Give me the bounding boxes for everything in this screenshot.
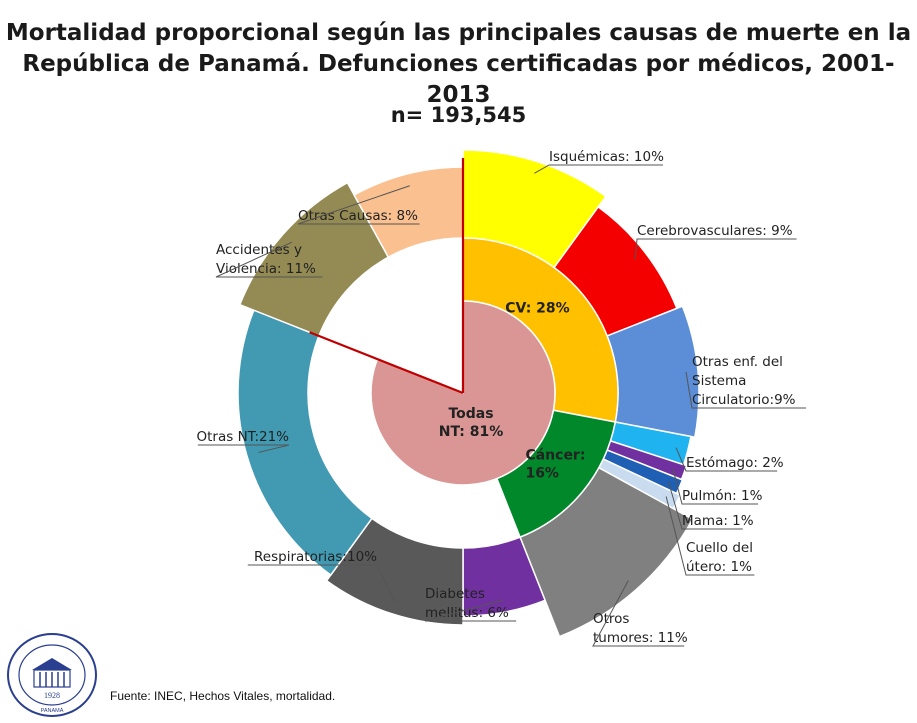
chart-title: Mortalidad proporcional según las princi… bbox=[0, 18, 917, 111]
leader-line-mama-1 bbox=[668, 481, 743, 530]
chart-title-line1: Mortalidad proporcional según las princi… bbox=[5, 20, 912, 46]
leader-line-otras-causas-8 bbox=[297, 185, 420, 225]
leader-line-pulmon-1 bbox=[672, 468, 758, 505]
outer-slice-respiratorias-10 bbox=[325, 517, 464, 626]
outer-label-otras-nt-21: Otras NT:21% bbox=[197, 429, 290, 445]
leader-line-otras-nt-21 bbox=[197, 444, 290, 453]
outer-label-pulmon-1: Pulmón: 1% bbox=[682, 488, 763, 504]
outer-label-mama-1: Mama: 1% bbox=[682, 513, 754, 529]
outer-label-otras-causas-8: Otras Causas: 8% bbox=[298, 208, 418, 224]
chart-subtitle: n= 193,545 bbox=[390, 103, 527, 127]
chart-title-line2: República de Panamá. Defunciones certifi… bbox=[22, 51, 895, 108]
leader-line-diabetes-mellitus-6 bbox=[424, 599, 517, 622]
leader-line-otros-tumores-11 bbox=[592, 580, 685, 647]
inner-label-cancer: Cáncer: 16% bbox=[525, 447, 585, 481]
separator-line-nt bbox=[309, 331, 464, 395]
leader-line-accidentes-y-violencia-11 bbox=[215, 241, 323, 278]
outer-slice-accidentes-y-violencia-11 bbox=[238, 181, 390, 337]
outer-label-otros-tumores-11: Otros tumores: 11% bbox=[593, 611, 688, 646]
leader-line-estomago-2 bbox=[675, 447, 778, 472]
outer-label-respiratorias-10: Respiratorias:10% bbox=[254, 549, 377, 565]
inner-label-cv: CV: 28% bbox=[505, 301, 569, 317]
svg-text:PANAMÁ: PANAMÁ bbox=[41, 707, 64, 714]
outer-label-accidentes-y-violencia-11: Accidentes y Violencia: 11% bbox=[216, 242, 316, 277]
outer-label-cerebrovasculares-9: Cerebrovasculares: 9% bbox=[637, 223, 793, 239]
leader-line-otras-enf-del-sistema-circulatorio-9 bbox=[685, 371, 806, 409]
center-label-nt: Todas NT: 81% bbox=[439, 406, 503, 440]
source-note: Fuente: INEC, Hechos Vitales, mortalidad… bbox=[110, 689, 336, 703]
outer-label-cuello-del-utero-1: Cuello del útero: 1% bbox=[686, 540, 753, 575]
outer-label-diabetes-mellitus-6: Diabetes mellitus: 6% bbox=[425, 586, 509, 621]
institute-seal-logo: 1928 PANAMÁ bbox=[7, 633, 97, 717]
svg-text:1928: 1928 bbox=[44, 691, 60, 700]
leader-line-cuello-del-utero-1 bbox=[665, 496, 755, 576]
leader-line-respiratorias-10 bbox=[247, 564, 396, 603]
outer-label-estomago-2: Estómago: 2% bbox=[686, 455, 784, 471]
leader-line-isquemicas-10 bbox=[534, 164, 663, 174]
outer-label-otras-enf-del-sistema-circulatorio-9: Otras enf. del Sistema Circulatorio:9% bbox=[692, 354, 796, 408]
outer-label-isquemicas-10: Isquémicas: 10% bbox=[549, 149, 664, 165]
leader-line-cerebrovasculares-9 bbox=[634, 238, 797, 260]
